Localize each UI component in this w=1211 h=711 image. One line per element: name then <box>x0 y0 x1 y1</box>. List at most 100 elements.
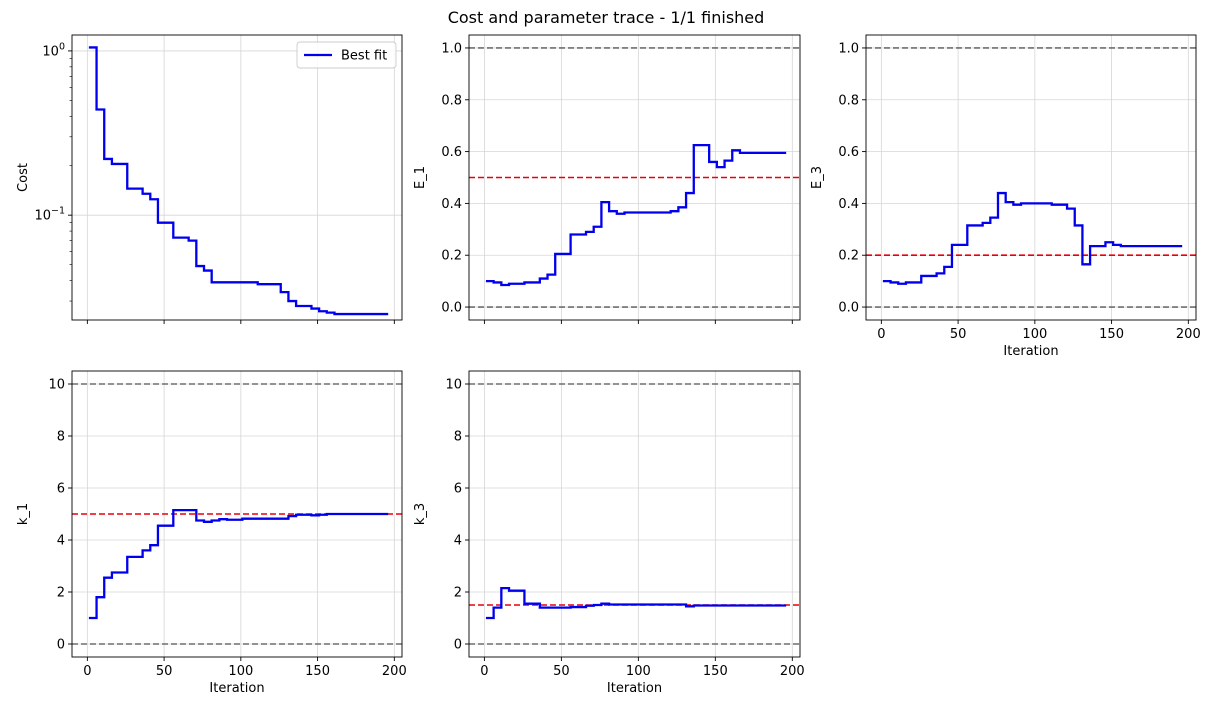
axes-frame <box>865 34 1197 321</box>
data-point <box>882 280 884 282</box>
y-tick-label: 0.4 <box>838 197 859 212</box>
data-point <box>920 275 922 277</box>
data-point <box>287 515 289 517</box>
data-point <box>1081 263 1083 265</box>
y-tick-label: 10−1 <box>34 206 65 224</box>
data-point <box>654 211 656 213</box>
x-tick-label: 200 <box>382 664 407 679</box>
data-point <box>708 161 710 163</box>
data-point <box>111 163 113 165</box>
data-point <box>157 525 159 527</box>
data-point <box>95 596 97 598</box>
data-point <box>333 313 335 315</box>
data-point <box>103 577 105 579</box>
data-point <box>569 606 571 608</box>
data-point <box>172 509 174 511</box>
data-point <box>1112 244 1114 246</box>
data-point <box>203 269 205 271</box>
data-point <box>126 556 128 558</box>
data-point <box>981 222 983 224</box>
axes-frame <box>71 370 403 658</box>
x-axis-label: Iteration <box>209 681 264 696</box>
data-point <box>492 606 494 608</box>
x-axis-label: Iteration <box>607 681 662 696</box>
data-point <box>310 307 312 309</box>
data-point <box>1135 245 1137 247</box>
data-point <box>669 210 671 212</box>
y-tick-label: 1.0 <box>441 41 462 56</box>
data-point <box>149 544 151 546</box>
y-tick-label: 0.2 <box>441 249 462 264</box>
data-point <box>585 605 587 607</box>
y-tick-label: 2 <box>57 586 65 601</box>
y-tick-label: 4 <box>57 534 65 549</box>
x-tick-label: 0 <box>83 664 91 679</box>
series-line <box>88 508 389 620</box>
y-axis-label: E_3 <box>810 166 825 189</box>
data-point <box>716 166 718 168</box>
data-point <box>539 606 541 608</box>
y-axis-label: k_1 <box>16 503 31 525</box>
x-tick-label: 150 <box>305 664 330 679</box>
data-point <box>966 224 968 226</box>
x-tick-label: 100 <box>1022 327 1047 342</box>
data-point <box>485 280 487 282</box>
subplot-k_1: 0 50 100 150 200 0 2 4 6 8 10 k_1 Iteration <box>16 370 407 696</box>
data-point <box>310 514 312 516</box>
data-point <box>739 152 741 154</box>
data-point <box>157 221 159 223</box>
data-point <box>1127 245 1129 247</box>
data-point <box>141 549 143 551</box>
data-point <box>600 201 602 203</box>
axes-frame <box>468 370 801 658</box>
data-point <box>492 281 494 283</box>
data-point <box>951 244 953 246</box>
data-point <box>1004 201 1006 203</box>
data-point <box>226 519 228 521</box>
data-point <box>172 236 174 238</box>
data-point <box>241 517 243 519</box>
data-point <box>218 518 220 520</box>
x-tick-label: 150 <box>703 664 728 679</box>
data-point <box>103 158 105 160</box>
data-point <box>1120 245 1122 247</box>
data-point <box>88 617 90 619</box>
y-tick-label: 4 <box>454 534 462 549</box>
figure-title: Cost and parameter trace - 1/1 finished <box>448 8 765 27</box>
data-point <box>241 281 243 283</box>
data-point <box>693 604 695 606</box>
data-point <box>318 514 320 516</box>
x-tick-label: 50 <box>553 664 570 679</box>
legend-label: Best fit <box>341 49 387 64</box>
x-tick-label: 50 <box>156 664 173 679</box>
legend-box <box>296 41 397 69</box>
y-tick-label: 0.0 <box>838 301 859 316</box>
data-point <box>677 206 679 208</box>
y-tick-label: 8 <box>57 430 65 445</box>
data-point <box>523 281 525 283</box>
data-point <box>1020 202 1022 204</box>
data-point <box>593 604 595 606</box>
x-tick-label: 0 <box>877 327 885 342</box>
data-point <box>1181 245 1183 247</box>
data-point <box>126 187 128 189</box>
y-tick-label: 0.6 <box>441 145 462 160</box>
data-point <box>785 152 787 154</box>
y-tick-label: 100 <box>42 41 65 59</box>
data-point <box>785 604 787 606</box>
y-tick-label: 0.4 <box>441 197 462 212</box>
y-tick-label: 8 <box>454 430 462 445</box>
data-point <box>546 273 548 275</box>
y-tick-label: 1.0 <box>838 41 859 56</box>
y-tick-label: 0 <box>57 638 65 653</box>
data-point <box>889 281 891 283</box>
data-point <box>731 149 733 151</box>
subplot-E_3: 0 50 100 150 200 0.0 0.2 0.4 0.6 0.8 1.0 E_3 Iterati… <box>810 34 1201 359</box>
y-tick-label: 6 <box>454 482 462 497</box>
data-point <box>387 513 389 515</box>
data-point <box>608 603 610 605</box>
series-line <box>485 143 787 287</box>
data-point <box>88 46 90 48</box>
data-point <box>623 211 625 213</box>
